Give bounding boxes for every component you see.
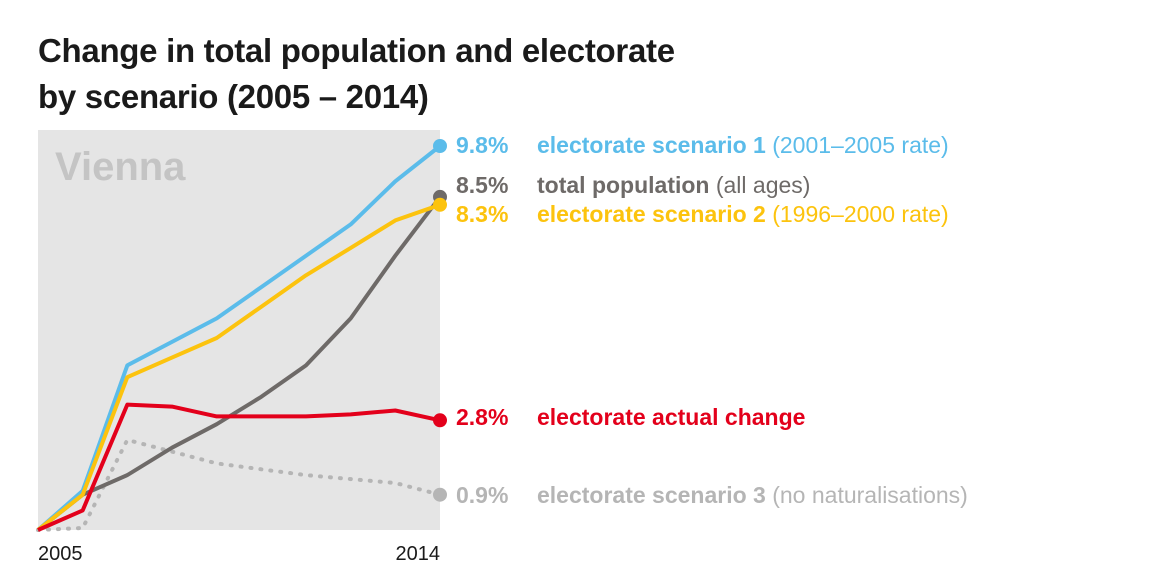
series-name-label-s2: electorate scenario 2 (1996–2000 rate) [537,201,949,227]
series-line-pop [36,195,442,532]
series-name-label-s1: electorate scenario 1 (2001–2005 rate) [537,132,949,158]
series-value-label-pop: 8.5% [456,172,508,198]
series-line-actual [37,402,441,532]
series-value-label-actual: 2.8% [456,404,508,430]
series-labels: 8.5% total population (all ages) 9.8% elect… [456,132,968,508]
series-endpoint-s3 [433,487,447,502]
series-line-s1 [36,144,442,532]
series-value-label-s2: 8.3% [456,201,508,227]
series-endpoint-s1 [433,139,447,153]
series-endpoint-actual [433,413,447,428]
series-name-label-pop: total population (all ages) [537,172,810,198]
chart-title: Change in total population and electorat… [38,32,675,115]
series-markers [433,139,447,502]
series-line-s2 [36,202,441,532]
plot-background [38,130,440,530]
series-value-label-s3: 0.9% [456,482,508,508]
series-lines [36,144,442,532]
series-name-label-actual: electorate actual change [537,404,805,430]
series-value-label-s1: 9.8% [456,132,508,158]
x-tick-label-2014: 2014 [396,543,441,565]
series-line-s3 [36,437,442,532]
panel-label: Vienna [55,145,186,189]
series-name-label-s3: electorate scenario 3 (no naturalisation… [537,482,968,508]
x-tick-label-2005: 2005 [38,543,83,565]
x-axis-ticks: 2005 2014 [38,543,440,565]
series-endpoint-s2 [433,197,447,212]
